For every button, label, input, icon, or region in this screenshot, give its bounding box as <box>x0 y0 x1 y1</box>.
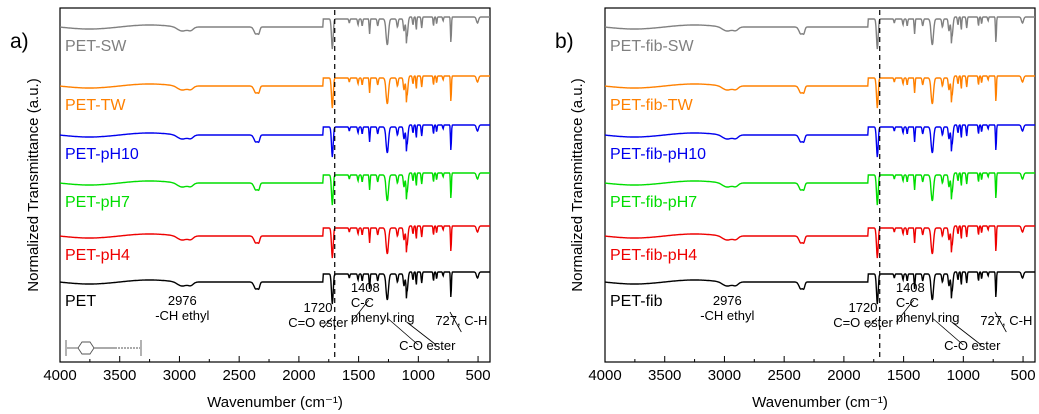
x-tick-label: 500 <box>466 367 491 384</box>
annotation-line: phenyl ring <box>351 310 415 325</box>
x-tick-label: 1000 <box>947 367 980 384</box>
series-label: PET <box>65 293 96 310</box>
panel-letter: b) <box>555 30 574 53</box>
annotation-line: C=O ester <box>833 315 893 330</box>
x-tick-label: 2500 <box>222 367 255 384</box>
series-label: PET-fib <box>610 293 663 310</box>
annotation-line: C-O ester <box>944 338 1001 353</box>
annotation-arrow <box>951 321 982 346</box>
annotation: C-O ester <box>944 338 1001 353</box>
annotation-line: C-O ester <box>399 338 456 353</box>
annotation-line: 1720 <box>304 300 333 315</box>
series-label: PET-pH4 <box>65 247 130 264</box>
annotation-arrow <box>994 311 1007 333</box>
panel-a: 4000 3500 3000 2500 2000 1500 1000 500 Wavenumbe… <box>10 7 491 411</box>
annotation-line: 1408 <box>351 280 380 295</box>
series-label: PET-pH7 <box>65 194 130 211</box>
x-tick-label: 2000 <box>827 367 860 384</box>
spectrum-line <box>605 172 1035 206</box>
plot-frame <box>59 7 491 363</box>
series-label: PET-pH10 <box>65 146 139 163</box>
x-tick-label: 500 <box>1011 367 1036 384</box>
series-label: PET-fib-pH7 <box>610 194 697 211</box>
plot-frame <box>604 7 1036 363</box>
series-label: PET-SW <box>65 38 127 55</box>
x-tick-label: 2000 <box>282 367 315 384</box>
annotation-arrow <box>406 321 437 346</box>
spectrum-line <box>60 172 490 206</box>
annotation-line: 1720 <box>849 300 878 315</box>
annotation: 1720 C=O ester <box>833 300 893 330</box>
y-axis-label: Normalized Transmittance (a.u.) <box>25 78 42 291</box>
spectrum-line <box>60 124 490 158</box>
x-tick-label: 1500 <box>342 367 375 384</box>
annotation-line: 727, C-H <box>435 313 487 328</box>
annotation-line: -CH ethyl <box>700 308 754 323</box>
benzene-ring <box>77 341 95 355</box>
x-axis-label: Wavenumber (cm⁻¹) <box>207 394 343 411</box>
annotation-arrow <box>351 299 370 323</box>
annotation: 1408 C-C phenyl ring <box>896 280 960 325</box>
annotation: 1408 C-C phenyl ring <box>351 280 415 325</box>
spectrum-line <box>605 225 1035 259</box>
spectrum-line <box>605 16 1035 50</box>
spectrum-line <box>605 124 1035 158</box>
annotation-line: C-C <box>896 295 919 310</box>
spectrum-line <box>60 75 490 109</box>
annotation: 2976 -CH ethyl <box>155 293 209 323</box>
panel-b: 4000 3500 3000 2500 2000 1500 1000 500 Wavenumbe… <box>555 7 1036 411</box>
annotation-arrow <box>387 317 419 346</box>
x-tick-label: 3000 <box>163 367 196 384</box>
annotation: 1720 C=O ester <box>288 300 348 330</box>
annotation: 2976 -CH ethyl <box>700 293 754 323</box>
pet-structure-inset <box>65 340 142 356</box>
x-tick-label: 1500 <box>887 367 920 384</box>
x-tick-label: 3000 <box>708 367 741 384</box>
annotation-arrow <box>896 299 915 323</box>
series-label: PET-fib-pH10 <box>610 146 706 163</box>
series-label: PET-fib-SW <box>610 38 694 55</box>
annotation-arrow <box>932 317 964 346</box>
annotation-line: -CH ethyl <box>155 308 209 323</box>
spectrum-line <box>605 271 1035 305</box>
annotation: C-O ester <box>399 338 456 353</box>
annotation-line: C=O ester <box>288 315 348 330</box>
x-tick-label: 1000 <box>402 367 435 384</box>
x-tick-label: 4000 <box>43 367 76 384</box>
spectrum-line <box>60 271 490 305</box>
annotation-line: 2976 <box>713 293 742 308</box>
x-axis-label: Wavenumber (cm⁻¹) <box>752 394 888 411</box>
annotation-line: 1408 <box>896 280 925 295</box>
spectrum-line <box>605 75 1035 109</box>
series-label: PET-fib-TW <box>610 97 694 114</box>
x-tick-label: 3500 <box>648 367 681 384</box>
x-tick-label: 3500 <box>103 367 136 384</box>
x-tick-label: 2500 <box>767 367 800 384</box>
series-label: PET-fib-pH4 <box>610 247 697 264</box>
annotation-arrow <box>449 311 462 333</box>
annotation-line: C-C <box>351 295 374 310</box>
annotation-line: phenyl ring <box>896 310 960 325</box>
panel-letter: a) <box>10 30 29 53</box>
annotation-arrow <box>322 317 333 329</box>
y-axis-label: Normalized Transmittance (a.u.) <box>569 78 586 291</box>
series-label: PET-TW <box>65 97 126 114</box>
annotation-arrow <box>867 317 878 329</box>
annotation: 727, C-H <box>980 313 1032 328</box>
spectrum-line <box>60 225 490 259</box>
x-tick-label: 4000 <box>588 367 621 384</box>
annotation-line: 727, C-H <box>980 313 1032 328</box>
annotation: 727, C-H <box>435 313 487 328</box>
spectrum-line <box>60 16 490 50</box>
annotation-line: 2976 <box>168 293 197 308</box>
